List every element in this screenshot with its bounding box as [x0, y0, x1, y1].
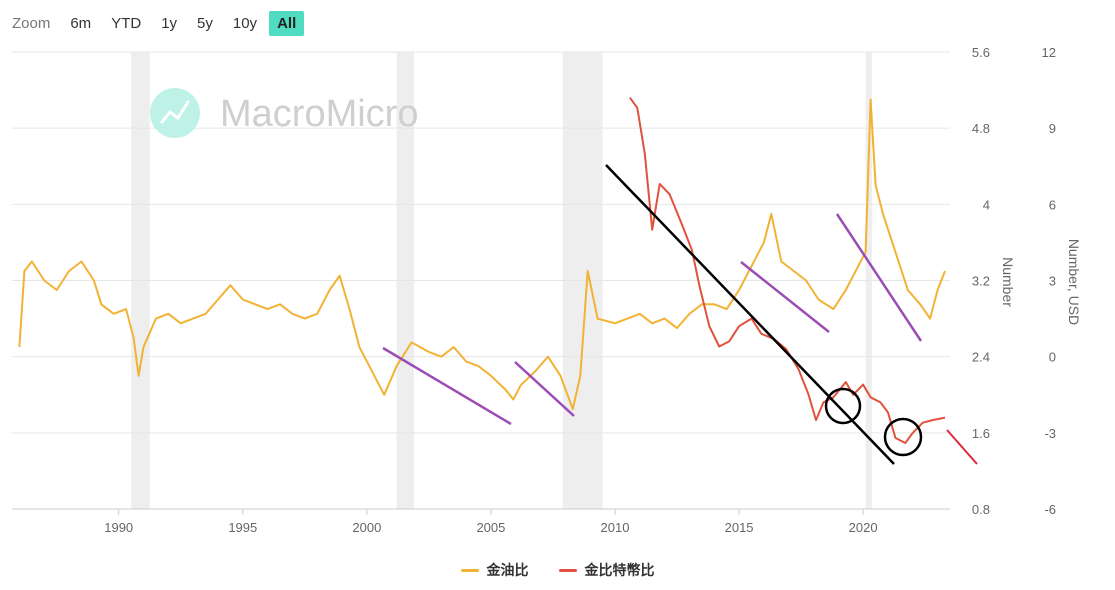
zoom-all-button[interactable]: All — [269, 10, 305, 36]
zoom-bar: Zoom 6m YTD 1y 5y 10y All — [12, 9, 308, 37]
highlight-circle — [883, 417, 923, 457]
right-axis-tick-label: 12 — [1042, 45, 1056, 60]
purple-trend-line — [382, 346, 512, 426]
left-axis-tick-label: 2.4 — [972, 350, 990, 365]
legend: 金油比 金比特幣比 — [0, 560, 1115, 580]
watermark: MacroMicro — [150, 88, 418, 138]
zoom-6m-button[interactable]: 6m — [70, 14, 92, 32]
legend-label-gold-oil: 金油比 — [486, 562, 529, 578]
x-tick-label: 2015 — [725, 520, 754, 535]
annotations — [382, 164, 978, 465]
left-axis-tick-label: 4 — [983, 197, 990, 212]
left-axis-tick-label: 0.8 — [972, 502, 990, 517]
zoom-1y-button[interactable]: 1y — [161, 14, 178, 32]
series-line-1 — [629, 97, 946, 444]
watermark-logo-icon — [150, 88, 200, 138]
legend-swatch-gold-oil — [460, 568, 479, 572]
black-trend-line — [605, 164, 895, 465]
left-axis-tick-label: 3.2 — [972, 274, 990, 289]
legend-label-gold-btc: 金比特幣比 — [584, 562, 655, 578]
right-axis-tick-label: -6 — [1044, 502, 1056, 517]
legend-item-gold-btc[interactable]: 金比特幣比 — [558, 560, 655, 580]
chart-area: MacroMicro 1990 1995 2000 2005 2010 2015 2020 5… — [12, 45, 1082, 535]
series-line-0 — [18, 98, 946, 410]
zoom-ytd-button[interactable]: YTD — [111, 14, 142, 32]
x-tick-label: 2010 — [601, 520, 630, 535]
purple-trend-line — [514, 361, 575, 417]
watermark-text: MacroMicro — [220, 93, 418, 135]
purple-trend-line — [740, 261, 830, 333]
purple-trend-line — [835, 213, 923, 342]
red-trend-line — [946, 429, 978, 465]
right-axis-tick-label: 0 — [1049, 350, 1056, 365]
left-axis-tick-label: 5.6 — [972, 45, 990, 60]
zoom-5y-button[interactable]: 5y — [197, 14, 213, 32]
legend-swatch-gold-btc — [558, 568, 577, 572]
right-axis-tick-label: 6 — [1049, 197, 1056, 212]
x-tick-label: 1995 — [228, 520, 257, 535]
x-tick-label: 2020 — [849, 520, 878, 535]
x-tick-label: 2000 — [352, 520, 381, 535]
watermark-logo-line — [160, 100, 190, 124]
left-axis-title: Number — [1000, 257, 1016, 307]
right-axis-tick-label: -3 — [1044, 426, 1056, 441]
right-axis-title: Number, USD — [1066, 239, 1082, 325]
x-tick-label: 1990 — [104, 520, 133, 535]
zoom-label: Zoom — [12, 14, 51, 32]
x-tick-label: 2005 — [476, 520, 505, 535]
left-axis-tick-label: 4.8 — [972, 121, 990, 136]
zoom-10y-button[interactable]: 10y — [232, 14, 258, 32]
highlight-circle — [824, 387, 862, 425]
legend-item-gold-oil[interactable]: 金油比 — [460, 560, 529, 580]
left-axis-tick-label: 1.6 — [972, 426, 990, 441]
right-axis-tick-label: 3 — [1049, 274, 1056, 289]
right-axis-tick-label: 9 — [1049, 121, 1056, 136]
